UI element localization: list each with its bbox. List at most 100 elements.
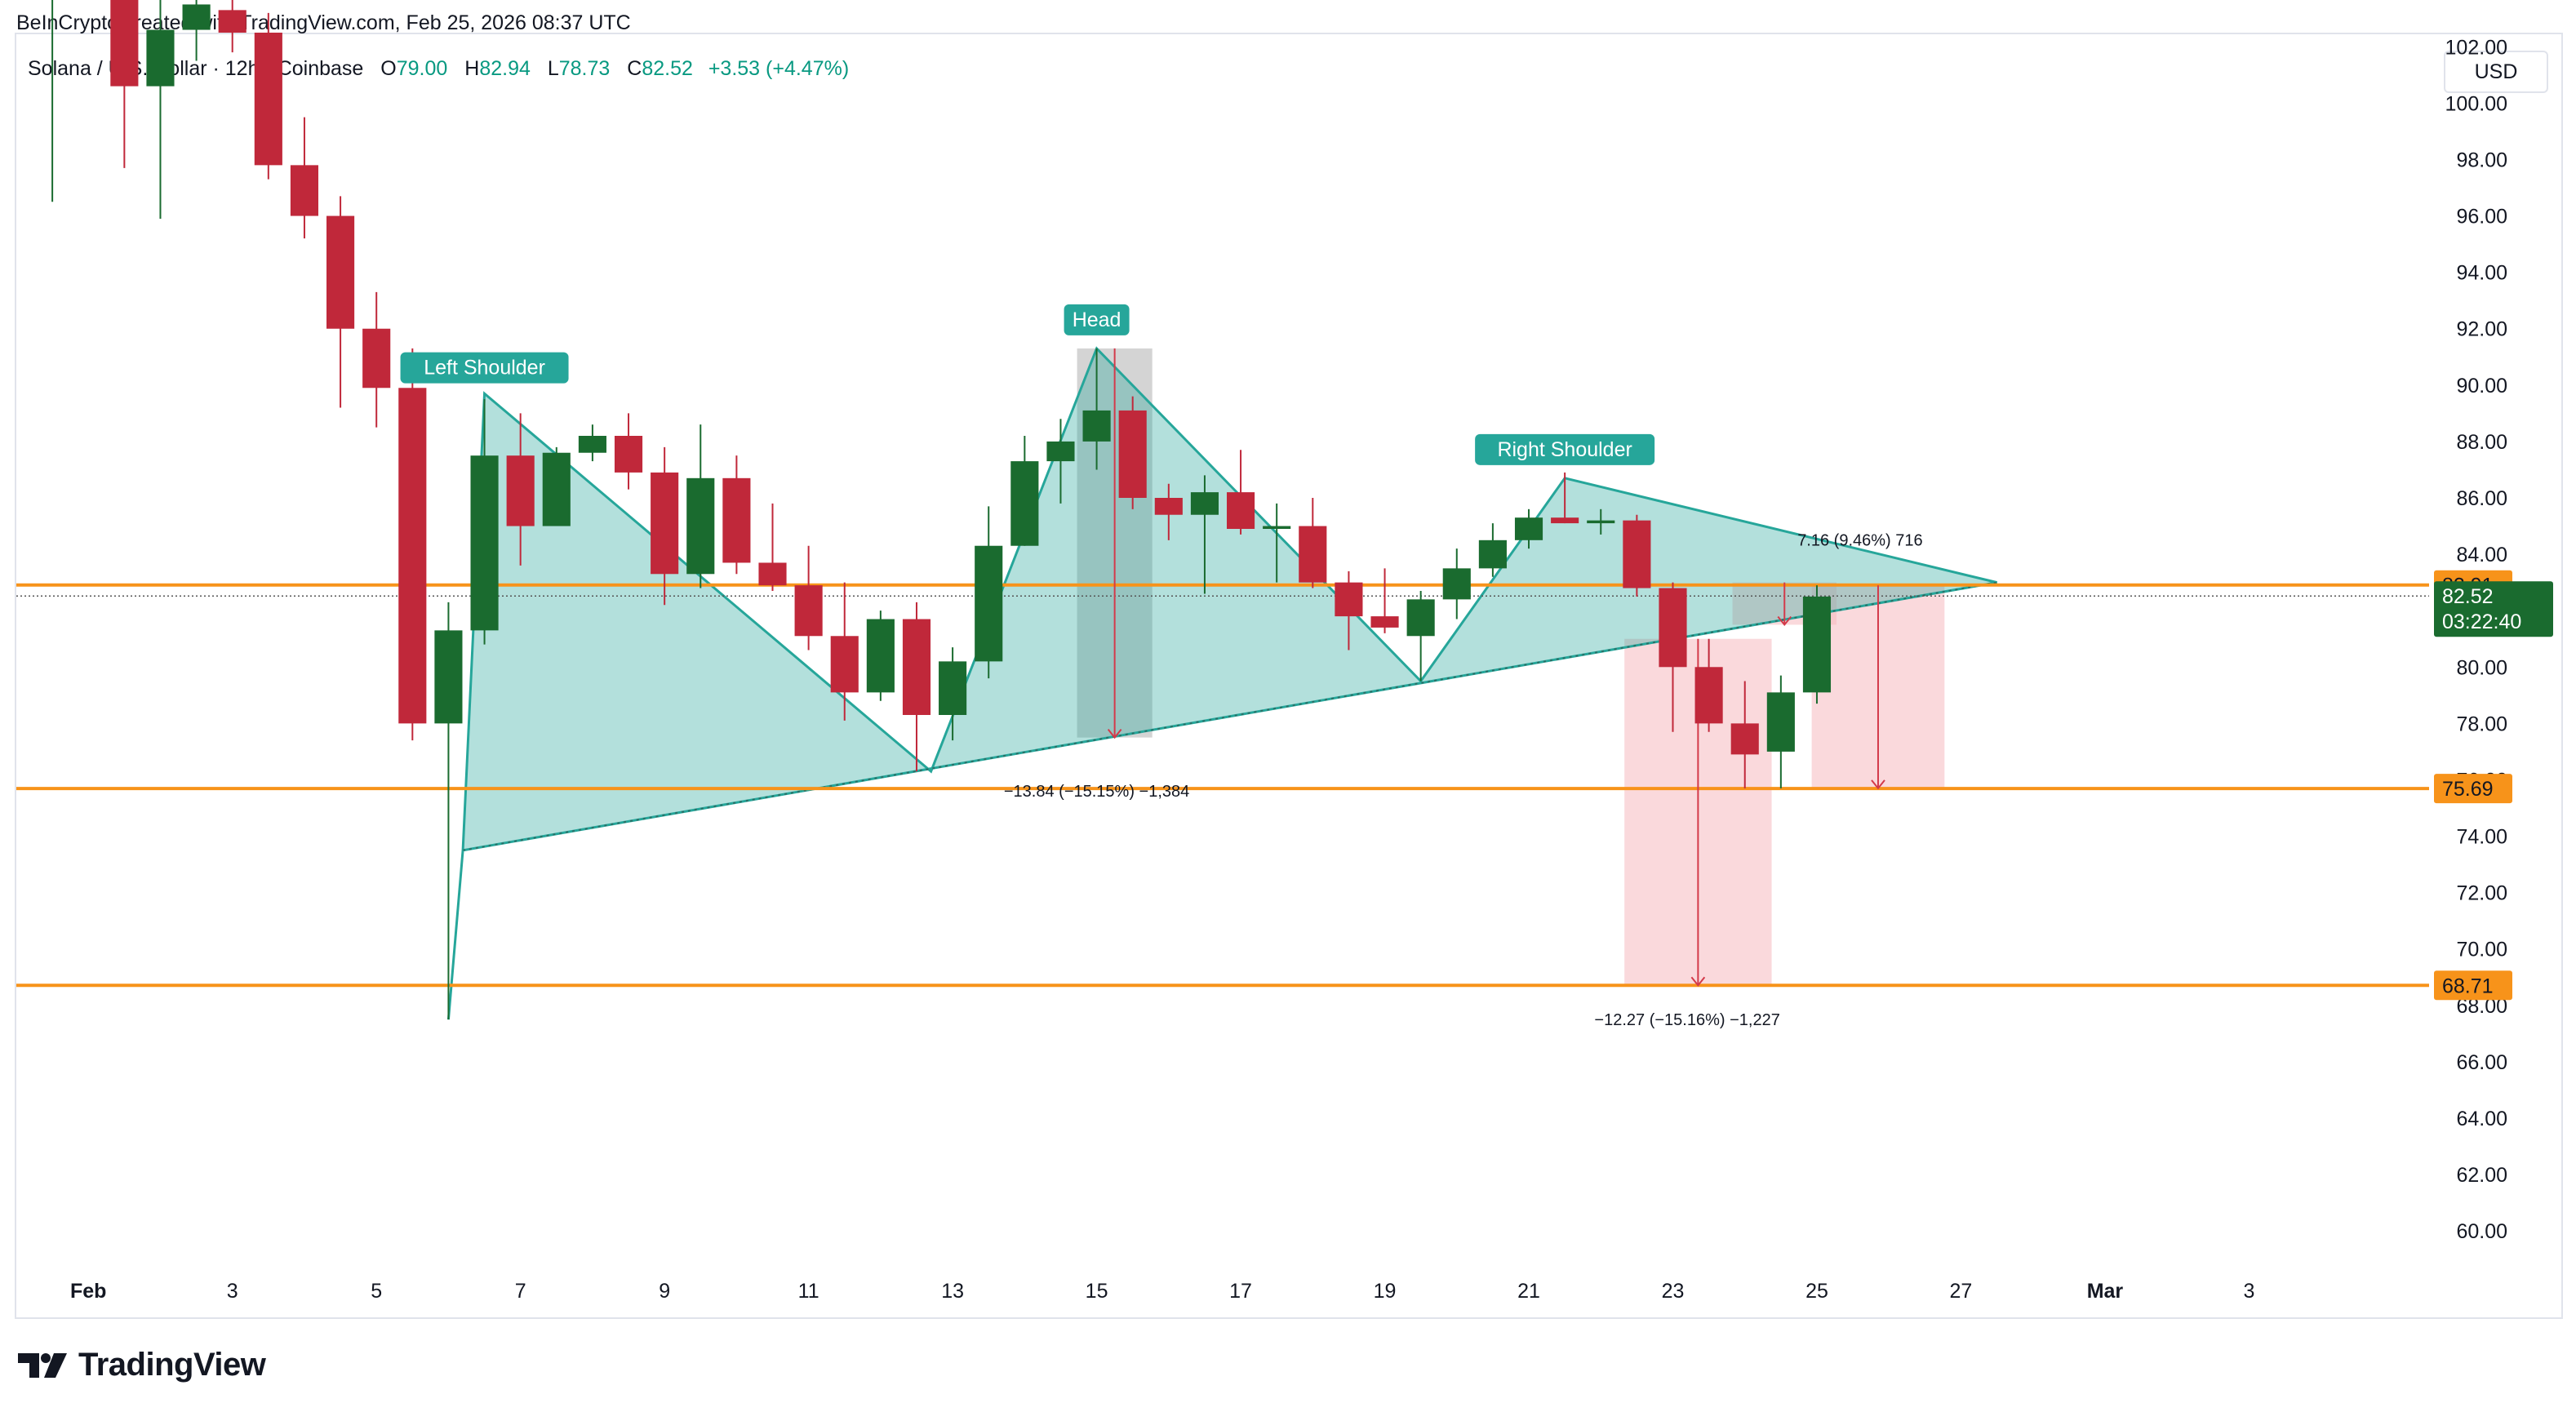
current-price-label: 82.52 (2442, 585, 2494, 608)
current-price-tag (2434, 581, 2553, 637)
candle-5 (254, 33, 282, 166)
change-value: +3.53 (+4.47%) (708, 57, 850, 80)
x-tick-15: 3 (2243, 1280, 2254, 1303)
candle-33 (1263, 526, 1291, 529)
x-tick-5: 11 (798, 1280, 819, 1303)
measure-arrowhead-1 (1690, 976, 1706, 987)
candle-23 (902, 619, 931, 715)
candle-41 (1551, 517, 1579, 524)
chart-frame (15, 33, 2563, 1319)
candle-44 (1659, 588, 1687, 668)
tradingview-logo-text: TradingView (78, 1346, 266, 1383)
candle-40 (1514, 517, 1543, 540)
x-tick-9: 19 (1374, 1280, 1397, 1303)
y-tick-0: 60.00 (2456, 1220, 2507, 1243)
symbol-title[interactable]: Solana / U.S. Dollar · 12h · Coinbase (28, 57, 364, 80)
open-value: 79.00 (396, 57, 448, 80)
measure-arrowhead-2 (1777, 615, 1792, 627)
pattern-label-1: Head (1073, 309, 1121, 331)
symbol-legend: Solana / U.S. Dollar · 12h · Coinbase O7… (28, 57, 849, 81)
x-tick-7: 15 (1086, 1280, 1108, 1303)
currency-button[interactable]: USD (2444, 51, 2548, 93)
y-tick-6: 72.00 (2456, 882, 2507, 905)
candle-27 (1046, 441, 1075, 462)
neckline (462, 581, 1997, 851)
level-tag-1 (2434, 774, 2512, 804)
candle-8 (362, 328, 391, 389)
y-tick-20: 100.00 (2445, 92, 2507, 115)
x-tick-12: 25 (1805, 1280, 1828, 1303)
level-tag-2 (2434, 970, 2512, 1001)
low-label: L (547, 57, 559, 80)
level-tag-label-2: 68.71 (2442, 975, 2494, 997)
candle-42 (1587, 520, 1615, 524)
y-tick-15: 90.00 (2456, 375, 2507, 397)
y-tick-18: 96.00 (2456, 206, 2507, 229)
tradingview-logo-icon (18, 1353, 67, 1378)
measure-label-3: 7.16 (9.46%) 716 (1797, 532, 1922, 550)
candle-12 (506, 455, 535, 526)
candle-3 (182, 4, 211, 30)
candle-22 (866, 619, 895, 693)
candle-38 (1442, 568, 1471, 600)
x-tick-14: Mar (2087, 1280, 2124, 1303)
candle-19 (758, 562, 787, 586)
y-tick-21: 102.00 (2445, 36, 2507, 59)
candle-47 (1766, 692, 1795, 752)
candle-25 (975, 545, 1003, 662)
candle-39 (1478, 539, 1507, 569)
x-tick-6: 13 (941, 1280, 964, 1303)
y-tick-16: 92.00 (2456, 318, 2507, 341)
candle-43 (1623, 520, 1651, 588)
candle-35 (1335, 582, 1363, 617)
candle-7 (326, 215, 355, 329)
candle-2 (146, 29, 175, 87)
candle-4 (218, 10, 246, 33)
candle-15 (614, 436, 643, 473)
pattern-label-box-0 (400, 352, 569, 384)
x-tick-1: 3 (227, 1280, 238, 1303)
y-tick-2: 64.00 (2456, 1108, 2507, 1130)
low-value: 78.73 (558, 57, 611, 80)
candle-16 (651, 472, 679, 575)
candle-14 (578, 436, 606, 453)
x-tick-3: 7 (515, 1280, 526, 1303)
candle-48 (1802, 596, 1832, 693)
level-tag-label-1: 75.69 (2442, 778, 2494, 801)
candle-24 (939, 661, 967, 715)
y-tick-7: 74.00 (2456, 826, 2507, 849)
close-value: 82.52 (642, 57, 693, 80)
y-tick-1: 62.00 (2456, 1164, 2507, 1187)
candle-30 (1154, 498, 1183, 515)
candle-31 (1190, 492, 1219, 515)
candle-9 (398, 388, 427, 724)
candle-26 (1010, 461, 1039, 546)
candle-45 (1694, 667, 1723, 724)
candle-20 (794, 585, 823, 637)
high-value: 82.94 (479, 57, 531, 80)
candle-11 (470, 455, 499, 631)
x-tick-10: 21 (1517, 1280, 1540, 1303)
candle-37 (1406, 599, 1435, 637)
y-tick-13: 86.00 (2456, 487, 2507, 510)
pattern-label-2: Right Shoulder (1497, 438, 1632, 461)
x-tick-13: 27 (1950, 1280, 1973, 1303)
x-tick-2: 5 (371, 1280, 382, 1303)
measure-label-1: −12.27 (−15.16%) −1,227 (1594, 1011, 1779, 1029)
candle-countdown: 03:22:40 (2442, 611, 2521, 633)
y-tick-10: 80.00 (2456, 656, 2507, 679)
y-tick-5: 70.00 (2456, 939, 2507, 961)
candle-18 (722, 477, 751, 563)
x-tick-4: 9 (659, 1280, 670, 1303)
candle-36 (1370, 616, 1399, 628)
open-label: O (380, 57, 397, 80)
pattern-label-box-1 (1064, 304, 1130, 335)
candle-46 (1730, 723, 1759, 755)
high-label: H (464, 57, 480, 80)
y-tick-17: 94.00 (2456, 262, 2507, 285)
tradingview-logo[interactable]: TradingView (18, 1345, 266, 1384)
x-tick-8: 17 (1229, 1280, 1252, 1303)
candle-1 (110, 0, 139, 87)
measure-label-0: −13.84 (−15.15%) −1,384 (1004, 783, 1189, 801)
